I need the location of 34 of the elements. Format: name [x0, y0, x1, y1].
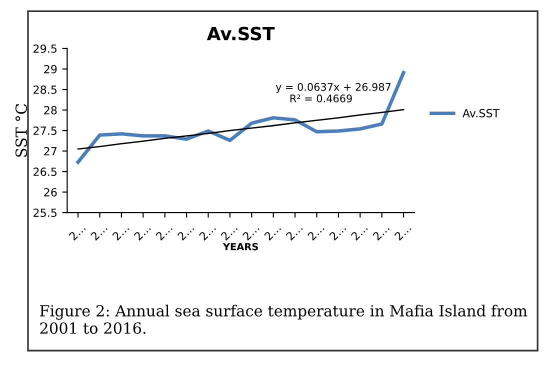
line-series	[77, 108, 404, 150]
x-tick-label: 2…	[112, 223, 130, 241]
line-series	[76, 70, 406, 164]
legend-label: Av.SST	[462, 108, 500, 118]
x-tick-label: 2…	[155, 223, 173, 241]
y-tick-label: 26.5	[34, 168, 57, 176]
y-axis-title: SST °C	[15, 104, 27, 157]
y-tick-label: 29	[44, 64, 57, 74]
y-tick-label: 25.5	[34, 208, 57, 217]
y-tick-label: 27.5	[34, 126, 57, 135]
x-tick-label: 2…	[90, 223, 108, 241]
annotation: y = 0.0637x + 26.987	[276, 83, 391, 93]
x-tick-label: 2…	[220, 223, 238, 241]
annotation: R² = 0.4669	[290, 94, 352, 102]
y-tick-label: 28.5	[34, 85, 57, 94]
x-tick-label: 2…	[198, 223, 216, 241]
y-tick-label: 29.5	[34, 44, 57, 53]
x-tick-label: 2…	[350, 223, 368, 241]
x-tick-label: 2…	[134, 223, 151, 241]
x-tick-label: 2…	[372, 223, 390, 241]
caption: Figure 2: Annual sea surface temperature in Mafia Island from 2001 to 2016.	[40, 304, 528, 334]
x-tick-label: 2…	[286, 223, 303, 241]
x-tick-label: 2…	[394, 223, 412, 241]
chart-title: Av.SST	[206, 26, 275, 40]
x-tick-label: 2…	[177, 223, 194, 241]
x-tick-label: 2…	[328, 223, 346, 241]
x-axis-title: YEARS	[222, 242, 258, 250]
y-tick-label: 28	[44, 106, 57, 114]
x-tick-label: 2…	[264, 223, 282, 241]
x-tick-label: 2…	[307, 223, 324, 241]
y-tick-label: 27	[44, 147, 57, 156]
x-tick-label: 2…	[68, 223, 86, 241]
x-tick-label: 2…	[242, 223, 260, 241]
y-tick-label: 26	[44, 188, 57, 196]
